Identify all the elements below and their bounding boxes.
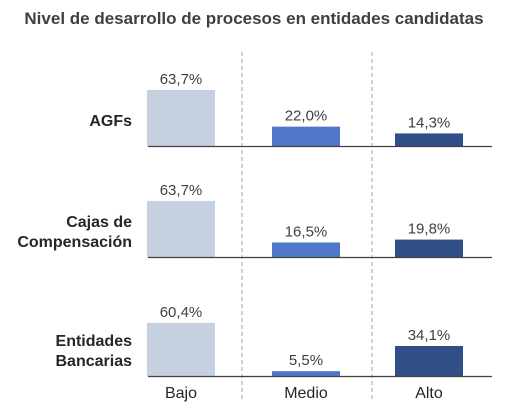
data-label: 19,8% [408, 221, 451, 238]
chart-title: Nivel de desarrollo de procesos en entid… [24, 9, 483, 28]
bar [147, 322, 215, 376]
bar [272, 371, 340, 376]
bar [147, 89, 215, 146]
data-label: 14,3% [408, 114, 451, 131]
category-label: Bajo [165, 385, 197, 402]
group-label: AGFs [89, 113, 132, 130]
chart-groups: AGFs 63,7% 22,0% 14,3% Cajas de Compensación 6… [17, 71, 492, 378]
group-panel: Entidades Bancarias 60,4% 5,5% 34,1% [56, 304, 492, 378]
data-label: 5,5% [289, 352, 323, 369]
group-label: Bancarias [56, 353, 133, 370]
data-label: 16,5% [285, 223, 328, 240]
bar [272, 126, 340, 146]
column-dividers [241, 52, 373, 402]
group-label: Cajas de [66, 214, 132, 231]
bar [395, 345, 463, 376]
data-label: 22,0% [285, 108, 328, 125]
data-label: 63,7% [160, 182, 203, 199]
data-label: 34,1% [408, 327, 451, 344]
bar [395, 133, 463, 146]
category-label: Alto [415, 385, 443, 402]
bar [147, 200, 215, 257]
bar [395, 239, 463, 257]
group-label: Entidades [56, 333, 133, 350]
bar [272, 242, 340, 257]
group-panel: AGFs 63,7% 22,0% 14,3% [89, 71, 492, 148]
data-label: 63,7% [160, 71, 203, 88]
data-label: 60,4% [160, 304, 203, 321]
category-axis: Bajo Medio Alto [165, 385, 443, 402]
category-label: Medio [284, 385, 328, 402]
group-panel: Cajas de Compensación 63,7% 16,5% 19,8% [17, 182, 492, 259]
group-label: Compensación [17, 234, 132, 251]
